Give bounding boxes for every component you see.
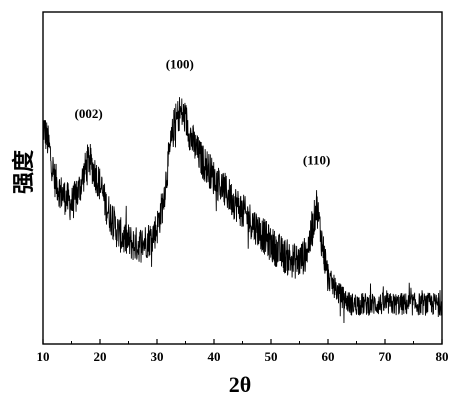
- x-tick-label: 80: [436, 349, 449, 364]
- x-tick-label: 60: [322, 349, 335, 364]
- plot-area: [42, 97, 443, 324]
- x-tick-label: 30: [151, 349, 164, 364]
- x-axis: 10 20 30 40 50 60 70 80: [37, 339, 449, 364]
- x-tick-label: 50: [265, 349, 278, 364]
- x-axis-title: 2θ: [229, 372, 251, 397]
- x-tick-label: 20: [94, 349, 107, 364]
- xrd-pattern-line: [42, 97, 443, 324]
- peak-label: (110): [303, 153, 330, 168]
- x-tick-label: 10: [37, 349, 50, 364]
- x-tick-label: 40: [208, 349, 221, 364]
- y-axis-title: 强度: [11, 149, 37, 194]
- x-tick-label: 70: [379, 349, 392, 364]
- peak-label: (002): [75, 106, 103, 121]
- peak-annotations: (002) (100) (110): [75, 56, 331, 167]
- peak-label: (100): [166, 56, 194, 71]
